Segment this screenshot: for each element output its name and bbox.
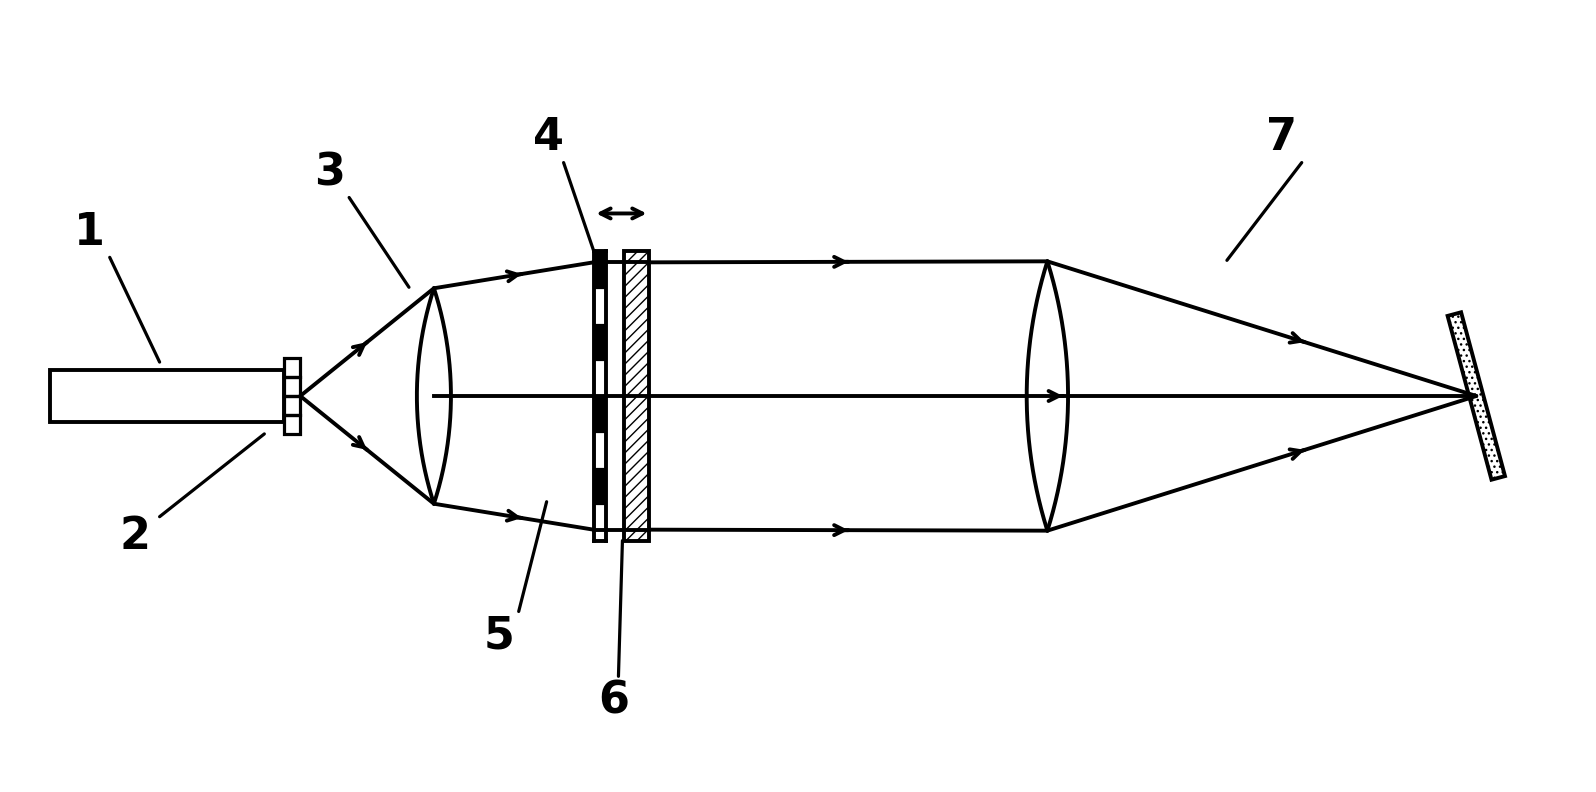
Text: 3: 3 bbox=[314, 151, 345, 194]
Text: 5: 5 bbox=[484, 615, 514, 658]
Text: 7: 7 bbox=[1266, 116, 1298, 159]
Polygon shape bbox=[594, 324, 606, 360]
Text: 1: 1 bbox=[75, 211, 105, 254]
Polygon shape bbox=[594, 251, 606, 287]
Polygon shape bbox=[1448, 312, 1505, 480]
Polygon shape bbox=[594, 468, 606, 505]
FancyBboxPatch shape bbox=[624, 251, 650, 541]
Polygon shape bbox=[594, 396, 606, 432]
Text: 4: 4 bbox=[533, 116, 563, 159]
Text: 6: 6 bbox=[598, 680, 629, 723]
Text: 2: 2 bbox=[120, 515, 150, 558]
